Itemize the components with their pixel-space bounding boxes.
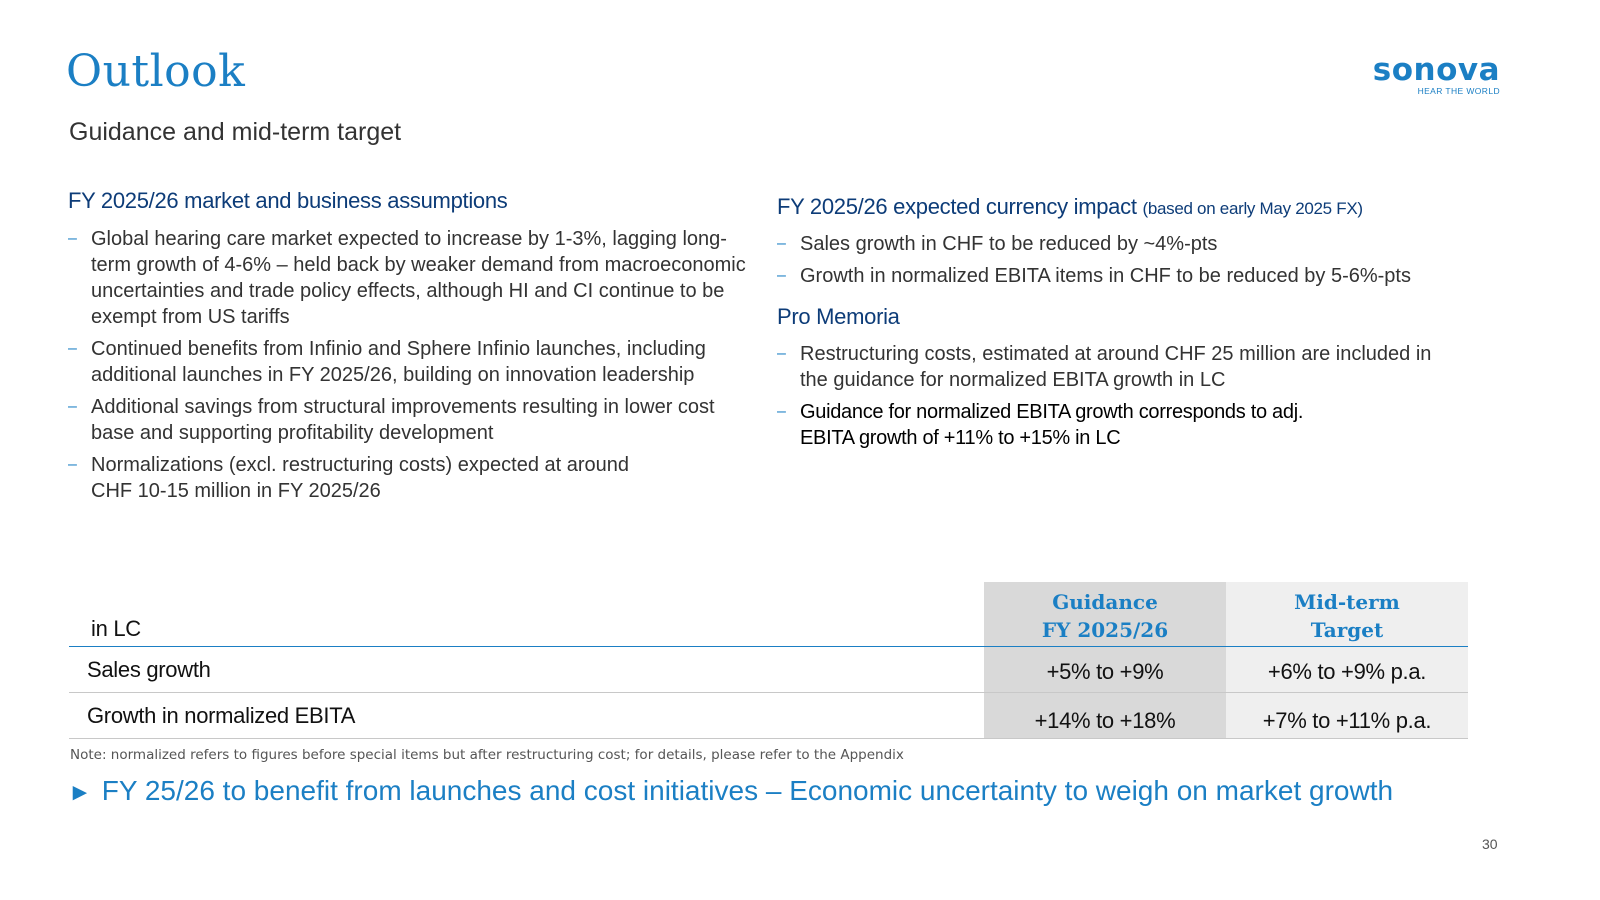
- guidance-cell: +14% to +18%: [984, 693, 1226, 738]
- midterm-column-header: Mid-term Target: [1226, 582, 1468, 646]
- logo-tagline: HEAR THE WORLD: [1417, 86, 1500, 96]
- unit-label: in LC: [91, 616, 141, 641]
- row-label: Growth in normalized EBITA: [87, 703, 356, 728]
- page-subtitle: Guidance and mid-term target: [69, 118, 402, 146]
- dash-bullet-icon: –: [777, 235, 786, 252]
- list-item: – Sales growth in CHF to be reduced by ~4…: [777, 231, 1497, 257]
- currency-heading-note: (based on early May 2025 FX): [1142, 199, 1363, 218]
- list-item: – Global hearing care market expected to …: [68, 226, 748, 330]
- guidance-header-line2: FY 2025/26: [1041, 618, 1169, 642]
- guidance-column-header: Guidance FY 2025/26: [984, 582, 1226, 646]
- table-row: Growth in normalized EBITA +14% to +18% …: [69, 693, 1468, 739]
- dash-bullet-icon: –: [68, 398, 77, 415]
- guidance-header-line1: Guidance: [1052, 590, 1158, 614]
- midterm-header-line1: Mid-term: [1294, 590, 1400, 614]
- guidance-value: +14% to +18%: [1034, 708, 1176, 733]
- guidance-cell: +5% to +9%: [984, 647, 1226, 692]
- guidance-value: +5% to +9%: [1046, 659, 1164, 684]
- dash-bullet-icon: –: [777, 403, 786, 420]
- list-item-text: Sales growth in CHF to be reduced by ~4%…: [800, 233, 1218, 255]
- list-item-text: Growth in normalized EBITA items in CHF …: [800, 265, 1411, 287]
- sonova-logo: sonova HEAR THE WORLD: [1373, 54, 1500, 96]
- logo-wordmark: sonova: [1372, 52, 1500, 88]
- list-item-text: Restructuring costs, estimated at around…: [800, 343, 1432, 391]
- midterm-cell: +6% to +9% p.a.: [1226, 647, 1468, 692]
- key-takeaway-text: FY 25/26 to benefit from launches and co…: [101, 775, 1394, 806]
- table-row: Sales growth +5% to +9% +6% to +9% p.a.: [69, 647, 1468, 693]
- dash-bullet-icon: –: [777, 345, 786, 362]
- midterm-cell: +7% to +11% p.a.: [1226, 693, 1468, 738]
- page-title: Outlook: [66, 46, 246, 97]
- footnote: Note: normalized refers to figures befor…: [70, 747, 904, 763]
- list-item-text: Continued benefits from Infinio and Sphe…: [91, 338, 706, 386]
- assumptions-list: – Global hearing care market expected to …: [68, 226, 748, 510]
- midterm-value: +7% to +11% p.a.: [1262, 708, 1432, 733]
- currency-list: – Sales growth in CHF to be reduced by ~4…: [777, 231, 1497, 295]
- assumptions-heading: FY 2025/26 market and business assumptio…: [68, 188, 508, 213]
- list-item: – Guidance for normalized EBITA growth co…: [777, 399, 1457, 451]
- midterm-header-line2: Target: [1310, 618, 1384, 642]
- dash-bullet-icon: –: [777, 267, 786, 284]
- currency-heading: FY 2025/26 expected currency impact (bas…: [777, 194, 1363, 220]
- list-item-text: Guidance for normalized EBITA growth cor…: [800, 401, 1304, 449]
- page-number: 30: [1482, 836, 1498, 852]
- list-item: – Continued benefits from Infinio and Sph…: [68, 336, 748, 388]
- dash-bullet-icon: –: [68, 340, 77, 357]
- key-takeaway: ► FY 25/26 to benefit from launches and c…: [68, 775, 1393, 807]
- list-item: – Additional savings from structural impr…: [68, 394, 748, 446]
- memoria-list: – Restructuring costs, estimated at aroun…: [777, 341, 1457, 457]
- list-item-text: Additional savings from structural impro…: [91, 396, 715, 444]
- list-item: – Growth in normalized EBITA items in CHF…: [777, 263, 1497, 289]
- list-item: – Normalizations (excl. restructuring cos…: [68, 452, 748, 504]
- memoria-heading: Pro Memoria: [777, 304, 900, 329]
- guidance-table: in LC Guidance FY 2025/26 Mid-term Targe…: [69, 582, 1468, 739]
- triangle-arrow-icon: ►: [68, 779, 92, 806]
- list-item: – Restructuring costs, estimated at aroun…: [777, 341, 1457, 393]
- row-label: Sales growth: [87, 657, 211, 682]
- list-item-text: Normalizations (excl. restructuring cost…: [91, 454, 630, 502]
- currency-heading-text: FY 2025/26 expected currency impact: [777, 194, 1137, 219]
- midterm-value: +6% to +9% p.a.: [1267, 659, 1427, 684]
- dash-bullet-icon: –: [68, 230, 77, 247]
- dash-bullet-icon: –: [68, 456, 77, 473]
- list-item-text: Global hearing care market expected to i…: [91, 228, 746, 328]
- table-header-row: in LC Guidance FY 2025/26 Mid-term Targe…: [69, 582, 1468, 647]
